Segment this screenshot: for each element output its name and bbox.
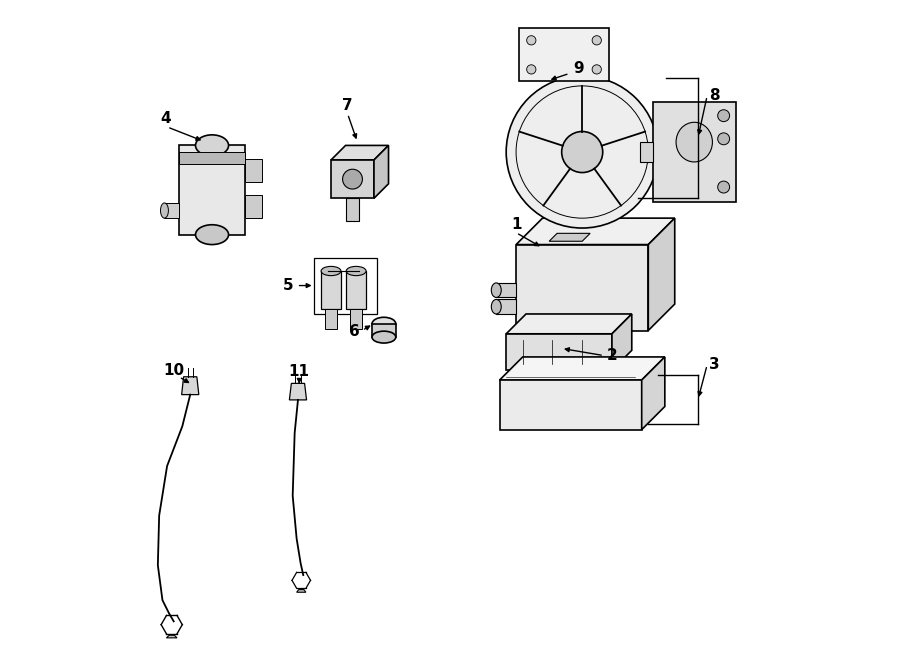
Circle shape bbox=[592, 36, 601, 45]
Text: 4: 4 bbox=[160, 112, 171, 126]
Polygon shape bbox=[346, 271, 366, 309]
Polygon shape bbox=[321, 271, 341, 309]
Circle shape bbox=[343, 169, 363, 189]
Polygon shape bbox=[500, 380, 642, 430]
Polygon shape bbox=[165, 203, 179, 218]
Polygon shape bbox=[652, 102, 735, 202]
Polygon shape bbox=[642, 357, 665, 430]
Text: 3: 3 bbox=[709, 358, 720, 372]
Text: 5: 5 bbox=[283, 278, 293, 293]
Polygon shape bbox=[245, 195, 262, 218]
Circle shape bbox=[562, 132, 603, 173]
Polygon shape bbox=[331, 145, 389, 160]
Polygon shape bbox=[516, 245, 648, 330]
Polygon shape bbox=[182, 377, 199, 395]
Polygon shape bbox=[374, 145, 389, 198]
Circle shape bbox=[526, 36, 536, 45]
Ellipse shape bbox=[321, 266, 341, 276]
Polygon shape bbox=[297, 590, 306, 592]
Text: 6: 6 bbox=[349, 325, 359, 339]
Text: 8: 8 bbox=[709, 89, 720, 103]
Polygon shape bbox=[519, 28, 608, 81]
Text: 10: 10 bbox=[164, 363, 184, 377]
Polygon shape bbox=[350, 309, 362, 329]
Text: 7: 7 bbox=[342, 98, 353, 113]
Ellipse shape bbox=[346, 266, 366, 276]
Polygon shape bbox=[179, 145, 245, 235]
Circle shape bbox=[717, 133, 730, 145]
Circle shape bbox=[592, 65, 601, 74]
Polygon shape bbox=[346, 198, 359, 221]
Circle shape bbox=[526, 65, 536, 74]
Polygon shape bbox=[290, 383, 307, 400]
Polygon shape bbox=[612, 314, 632, 370]
Text: 11: 11 bbox=[289, 364, 310, 379]
Polygon shape bbox=[372, 324, 396, 337]
Polygon shape bbox=[640, 142, 652, 162]
Polygon shape bbox=[506, 334, 612, 370]
Polygon shape bbox=[496, 283, 516, 297]
Ellipse shape bbox=[491, 299, 501, 314]
Polygon shape bbox=[648, 218, 675, 330]
Polygon shape bbox=[166, 635, 177, 638]
Circle shape bbox=[506, 76, 658, 228]
Ellipse shape bbox=[160, 203, 168, 218]
Polygon shape bbox=[245, 159, 262, 182]
Ellipse shape bbox=[195, 225, 229, 245]
Circle shape bbox=[717, 181, 730, 193]
Polygon shape bbox=[500, 357, 665, 380]
Polygon shape bbox=[331, 160, 374, 198]
Circle shape bbox=[717, 110, 730, 122]
Text: 9: 9 bbox=[573, 61, 584, 76]
Ellipse shape bbox=[195, 135, 229, 156]
Ellipse shape bbox=[372, 317, 396, 330]
Polygon shape bbox=[516, 218, 675, 245]
Polygon shape bbox=[496, 299, 516, 314]
Polygon shape bbox=[179, 152, 245, 164]
Polygon shape bbox=[549, 233, 590, 241]
Ellipse shape bbox=[372, 331, 396, 343]
Polygon shape bbox=[506, 314, 632, 334]
Ellipse shape bbox=[676, 122, 713, 162]
Text: 1: 1 bbox=[511, 217, 521, 232]
Ellipse shape bbox=[491, 283, 501, 297]
Text: 2: 2 bbox=[607, 348, 617, 363]
Polygon shape bbox=[325, 309, 337, 329]
